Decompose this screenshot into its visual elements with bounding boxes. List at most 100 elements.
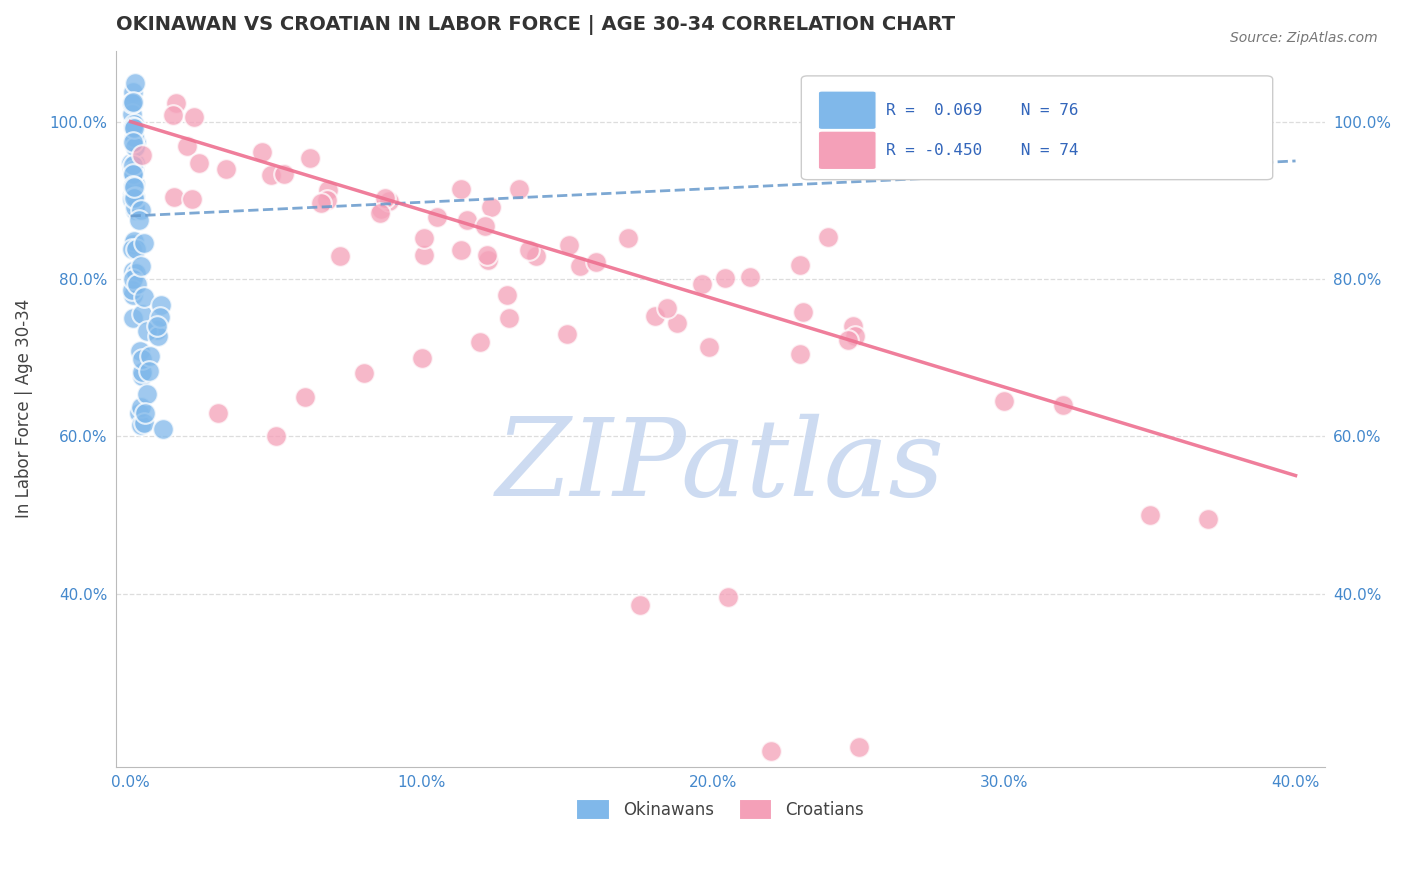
Point [129, 259, 152, 273]
Point [655, 301, 678, 316]
Point [498, 311, 520, 326]
Point [121, 284, 143, 298]
Point [128, 344, 150, 359]
Point [124, 166, 146, 180]
Point [761, 744, 783, 758]
Point [124, 266, 146, 280]
Point [122, 191, 145, 205]
Point [162, 108, 184, 122]
Point [146, 329, 169, 343]
Point [817, 230, 839, 244]
Point [844, 329, 866, 343]
Point [789, 258, 811, 272]
Point [122, 129, 145, 144]
Point [477, 252, 499, 267]
Point [122, 116, 145, 130]
Point [848, 739, 870, 754]
Point [129, 417, 152, 432]
Point [124, 135, 146, 149]
Point [176, 139, 198, 153]
Point [122, 116, 145, 130]
Point [121, 242, 143, 256]
Point [121, 310, 143, 325]
Point [1139, 508, 1161, 522]
Point [121, 194, 143, 209]
Point [121, 161, 143, 176]
Point [183, 110, 205, 124]
Point [124, 203, 146, 218]
Point [121, 120, 143, 134]
Point [294, 390, 316, 404]
Point [644, 309, 666, 323]
Text: ZIPatlas: ZIPatlas [496, 413, 945, 518]
Point [665, 316, 688, 330]
Point [456, 212, 478, 227]
Point [146, 322, 169, 336]
Point [370, 202, 392, 216]
Point [122, 95, 145, 109]
Point [413, 231, 436, 245]
Point [557, 326, 579, 341]
Point [517, 243, 540, 257]
Point [187, 156, 209, 170]
Point [122, 96, 145, 111]
Point [129, 401, 152, 415]
Point [165, 95, 187, 110]
Point [149, 310, 172, 325]
Point [617, 230, 640, 244]
Point [1052, 398, 1074, 412]
Point [121, 161, 143, 176]
Point [122, 114, 145, 128]
Text: R = -0.450    N = 74: R = -0.450 N = 74 [886, 143, 1078, 158]
Point [569, 260, 592, 274]
Point [122, 272, 145, 286]
Point [138, 364, 160, 378]
Point [132, 416, 155, 430]
Point [353, 367, 375, 381]
Point [738, 270, 761, 285]
Point [125, 135, 148, 149]
Legend: Okinawans, Croatians: Okinawans, Croatians [569, 793, 872, 826]
Point [697, 340, 720, 354]
Point [122, 163, 145, 178]
Point [713, 271, 735, 285]
Point [377, 194, 399, 208]
Point [789, 346, 811, 360]
Point [368, 206, 391, 220]
Point [122, 179, 145, 194]
Point [128, 213, 150, 227]
Point [124, 201, 146, 215]
Point [837, 333, 859, 347]
Point [121, 264, 143, 278]
Point [468, 334, 491, 349]
Point [413, 248, 436, 262]
Point [124, 155, 146, 169]
Point [717, 591, 740, 605]
Point [122, 168, 145, 182]
Point [131, 203, 153, 218]
Point [121, 107, 143, 121]
Point [132, 290, 155, 304]
Point [496, 287, 519, 301]
Point [122, 157, 145, 171]
Point [475, 248, 498, 262]
Point [690, 277, 713, 291]
Point [508, 181, 530, 195]
Point [122, 85, 145, 99]
Point [122, 288, 145, 302]
Point [125, 277, 148, 291]
Point [316, 193, 339, 207]
Point [329, 249, 352, 263]
Point [134, 406, 156, 420]
FancyBboxPatch shape [818, 91, 876, 129]
Text: OKINAWAN VS CROATIAN IN LABOR FORCE | AGE 30-34 CORRELATION CHART: OKINAWAN VS CROATIAN IN LABOR FORCE | AG… [117, 15, 955, 35]
Point [993, 393, 1015, 408]
Point [628, 599, 651, 613]
Point [146, 318, 169, 333]
Point [273, 167, 295, 181]
Point [121, 166, 143, 180]
Point [450, 182, 472, 196]
Point [136, 324, 159, 338]
Point [411, 351, 433, 365]
Point [264, 429, 287, 443]
